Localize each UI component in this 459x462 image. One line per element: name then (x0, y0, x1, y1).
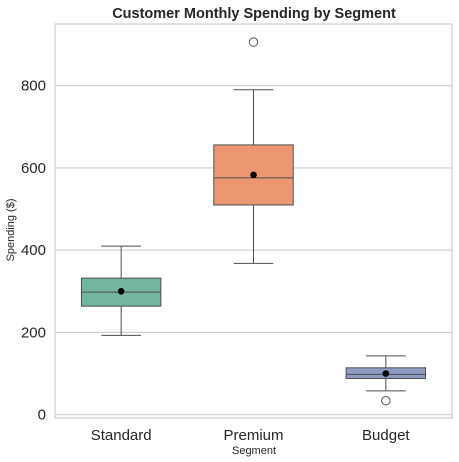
y-tick-label: 200 (21, 324, 46, 341)
mean-marker (250, 171, 257, 179)
y-tick-label: 600 (21, 160, 46, 177)
boxes (80, 37, 427, 406)
mean-marker (117, 288, 125, 295)
y-tick-labels: 0 200 400 600 800 (21, 78, 46, 424)
box-premium (213, 37, 294, 264)
box-budget (345, 355, 427, 406)
box-standard (80, 245, 162, 336)
x-axis-label: Segment (232, 445, 276, 457)
x-tick-labels: Standard Premium Budget (91, 427, 411, 444)
y-tick-label: 400 (21, 242, 46, 259)
outlier-point (381, 396, 391, 406)
x-tick-label: Premium (223, 427, 283, 444)
outlier-point (248, 37, 259, 47)
x-tick-label: Standard (91, 427, 152, 444)
y-tick-label: 0 (38, 407, 46, 424)
y-axis-label: Spending ($) (5, 199, 17, 262)
x-tick-label: Budget (362, 427, 410, 444)
chart-title: Customer Monthly Spending by Segment (112, 6, 396, 22)
plot-frame (54, 23, 453, 419)
y-tick-label: 800 (21, 78, 46, 95)
mean-marker (382, 370, 390, 377)
